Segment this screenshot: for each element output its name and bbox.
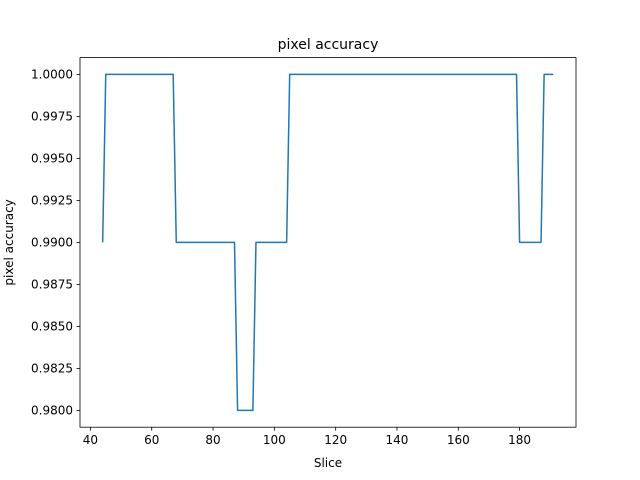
- y-tick-label: 0.9975: [31, 110, 73, 124]
- x-axis-label: Slice: [314, 456, 342, 470]
- x-tick-label: 80: [205, 433, 220, 447]
- chart-title: pixel accuracy: [278, 37, 379, 53]
- x-tick-label: 120: [324, 433, 347, 447]
- x-tick-label: 40: [83, 433, 98, 447]
- y-tick-label: 0.9850: [31, 320, 73, 334]
- y-tick-label: 0.9950: [31, 152, 73, 166]
- y-tick-label: 1.0000: [31, 68, 73, 82]
- ticks-layer: 40 60 80 100 120 140 160 180 0.9800 0.9825 0.9850 0…: [31, 68, 531, 448]
- series-layer: [101, 73, 554, 412]
- series-line: [101, 73, 554, 412]
- y-tick-label: 0.9925: [31, 194, 73, 208]
- y-tick-label: 0.9900: [31, 236, 73, 250]
- x-tick-label: 180: [508, 433, 531, 447]
- x-tick-label: 140: [386, 433, 409, 447]
- x-tick-label: 100: [263, 433, 286, 447]
- plot-frame: [79, 57, 577, 428]
- x-tick-label: 160: [447, 433, 470, 447]
- y-tick-label: 0.9825: [31, 362, 73, 376]
- y-tick-label: 0.9875: [31, 278, 73, 292]
- plot-area: [80, 57, 576, 428]
- y-tick-label: 0.9800: [31, 404, 73, 418]
- x-tick-label: 60: [144, 433, 159, 447]
- y-axis-label: pixel accuracy: [2, 199, 16, 285]
